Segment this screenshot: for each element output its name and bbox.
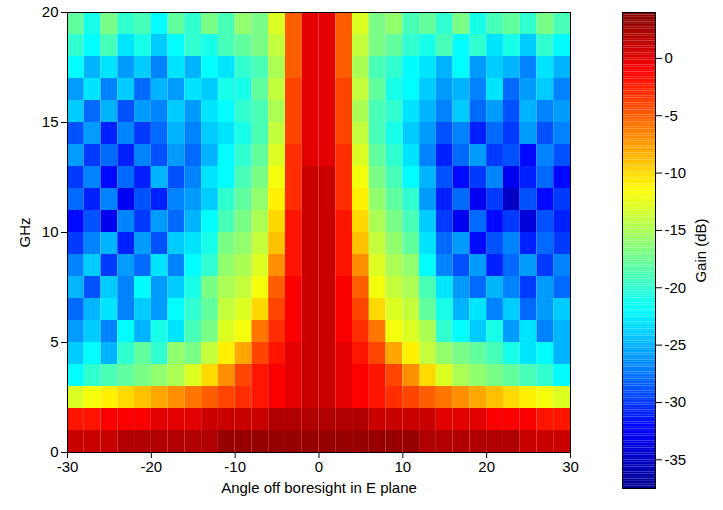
svg-text:20: 20: [42, 3, 59, 20]
svg-text:-25: -25: [665, 336, 687, 353]
svg-text:-10: -10: [224, 458, 246, 475]
svg-text:-30: -30: [665, 393, 687, 410]
svg-text:GHz: GHz: [16, 218, 33, 248]
svg-text:-10: -10: [665, 164, 687, 181]
svg-text:Gain (dB): Gain (dB): [692, 218, 709, 282]
svg-text:-20: -20: [140, 458, 162, 475]
svg-text:0: 0: [665, 49, 673, 66]
svg-text:0: 0: [50, 443, 59, 461]
svg-text:10: 10: [394, 458, 411, 475]
svg-text:15: 15: [42, 113, 59, 130]
svg-text:-5: -5: [665, 107, 678, 124]
svg-text:-35: -35: [665, 451, 687, 468]
svg-text:20: 20: [478, 458, 495, 475]
svg-text:10: 10: [42, 223, 59, 240]
svg-text:0: 0: [315, 458, 323, 475]
svg-text:Angle off boresight in E plane: Angle off boresight in E plane: [221, 479, 417, 496]
svg-text:-20: -20: [665, 279, 687, 296]
svg-text:-30: -30: [57, 458, 79, 475]
svg-text:30: 30: [562, 458, 579, 475]
svg-text:5: 5: [50, 333, 58, 350]
svg-text:-15: -15: [665, 221, 687, 238]
